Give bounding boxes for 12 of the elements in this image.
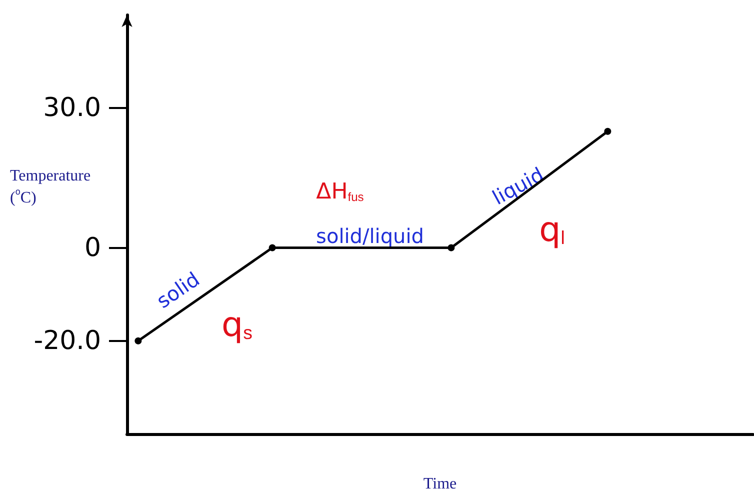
annotation: ql — [539, 210, 565, 250]
y-tick-label: 0 — [84, 232, 101, 263]
point — [604, 128, 612, 135]
annotation: qs — [222, 305, 252, 345]
annotation: solid/liquid — [316, 224, 424, 248]
annotation: ΔHfus — [316, 180, 364, 204]
point — [448, 244, 455, 252]
y-tick-label: 30.0 — [43, 93, 101, 124]
y-tick-label: -20.0 — [34, 326, 101, 356]
point — [268, 244, 276, 252]
x-axis-title: Time — [423, 476, 457, 492]
point — [134, 337, 142, 344]
